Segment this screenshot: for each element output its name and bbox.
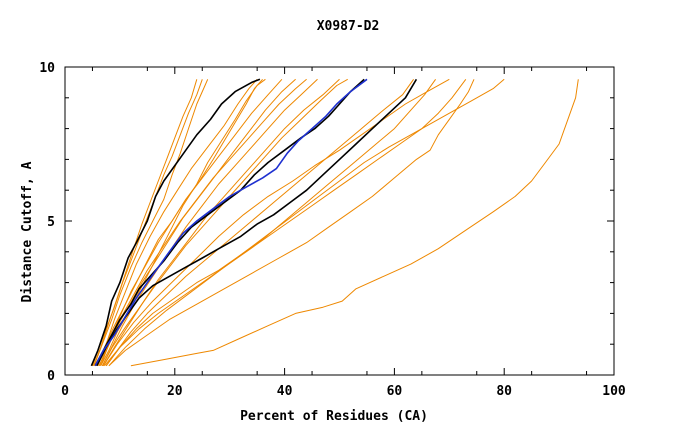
series-layer [90, 78, 579, 367]
series-line-orange-18 [101, 78, 348, 367]
x-tick-label: 40 [277, 384, 293, 399]
x-tick-label: 20 [167, 384, 183, 399]
y-tick-label: 10 [39, 61, 55, 76]
x-tick-label: 60 [387, 384, 403, 399]
x-tick-label: 0 [61, 384, 69, 399]
series-line-orange-4 [97, 78, 258, 366]
series-line-orange-7 [101, 78, 318, 367]
x-tick-label: 80 [496, 384, 512, 399]
series-line-black-1 [90, 78, 261, 367]
chart-title: X0987-D2 [317, 19, 380, 34]
series-line-orange-3 [93, 79, 209, 366]
series-line-orange-9 [96, 78, 263, 366]
series-line-orange-17 [98, 78, 296, 367]
series-line-orange-2 [93, 79, 198, 366]
series-line-blue [94, 78, 368, 367]
series-line-orange-15 [130, 79, 579, 367]
ticks-layer: 0 20 40 60 80 100 0 5 10 [39, 61, 626, 399]
series-line-black-2 [94, 78, 365, 367]
y-tick-label: 0 [47, 369, 55, 384]
x-tick-label: 100 [602, 384, 626, 399]
series-line-black-3 [96, 78, 418, 367]
series-line-orange-13 [102, 78, 450, 367]
y-axis-label: Distance Cutoff, A [20, 161, 35, 302]
x-axis-label: Percent of Residues (CA) [240, 409, 428, 424]
y-tick-label: 5 [47, 215, 55, 230]
series-line-orange-14 [108, 78, 505, 367]
series-line-orange-12 [108, 79, 475, 367]
series-line-orange-19 [104, 79, 415, 367]
